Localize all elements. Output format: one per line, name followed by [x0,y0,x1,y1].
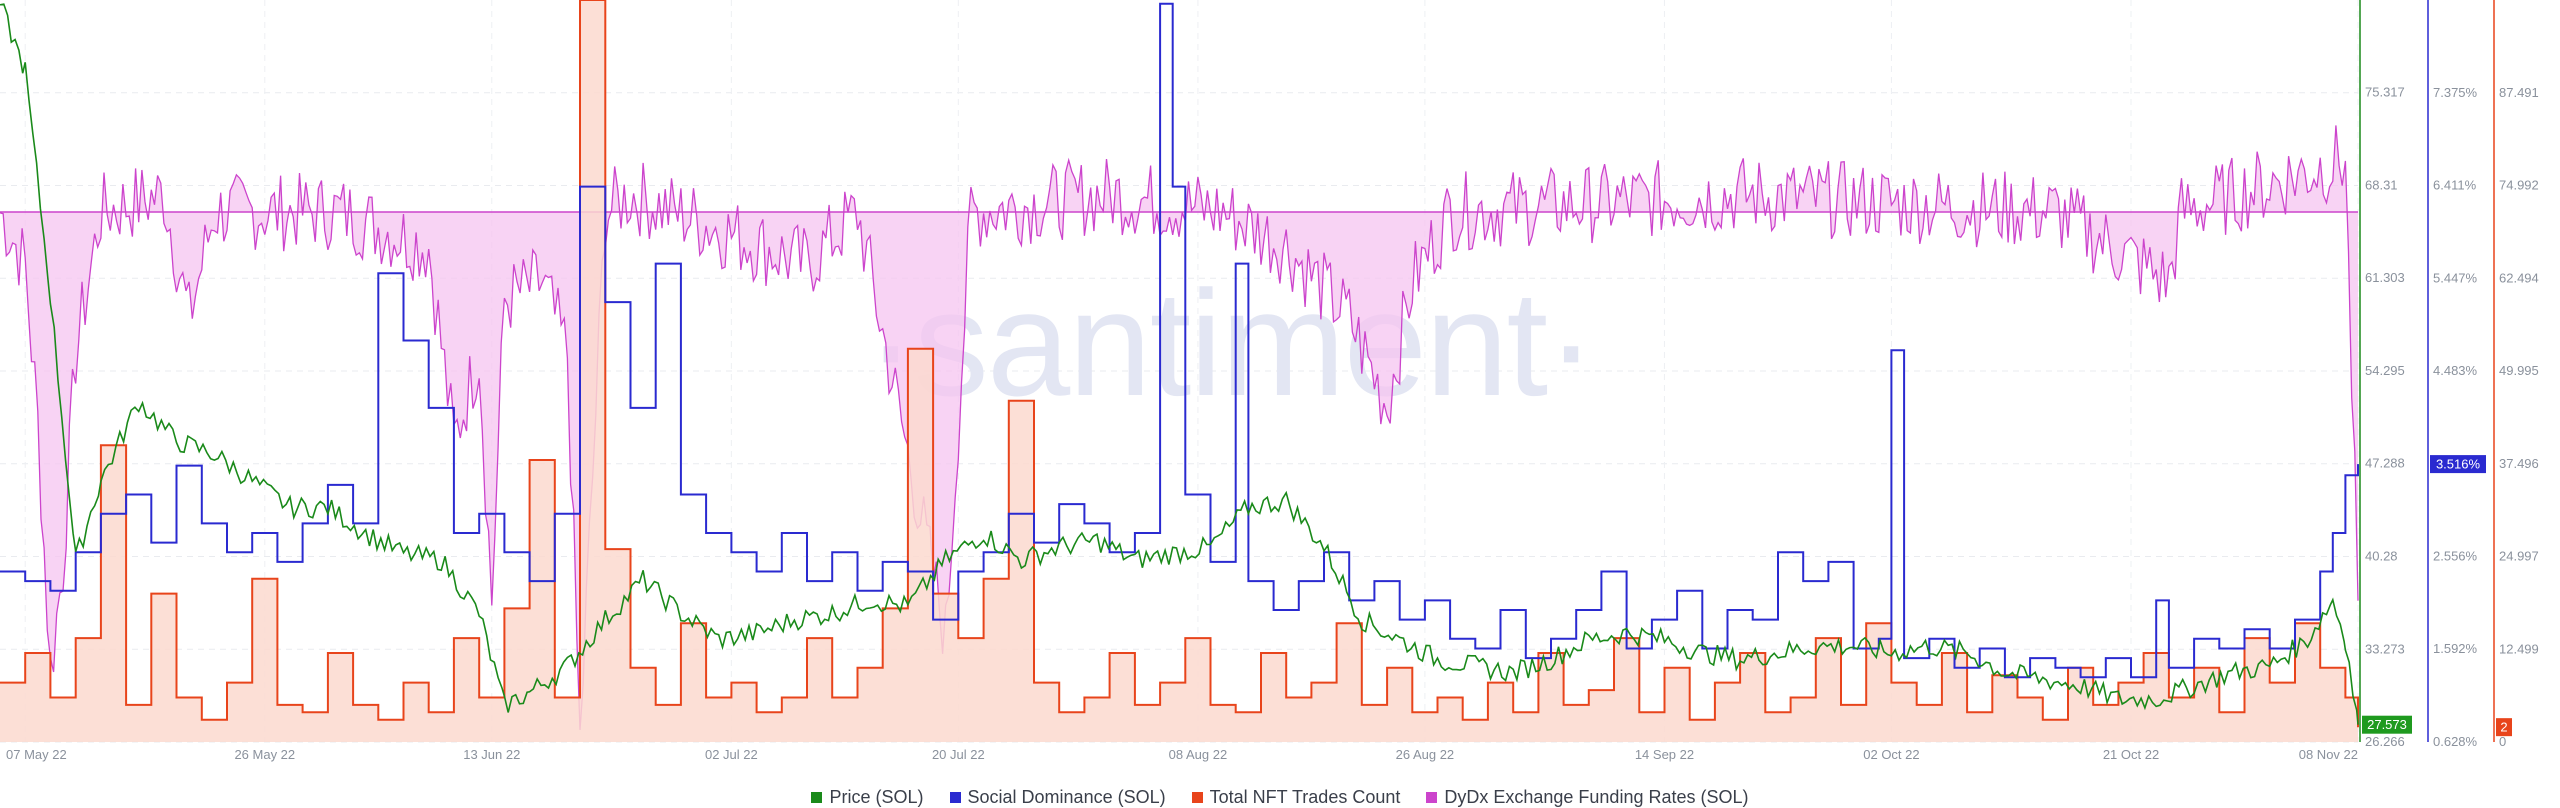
legend-item[interactable]: Price (SOL) [811,786,924,807]
nft-trades-area [0,0,2358,742]
x-tick-label: 07 May 22 [6,747,67,762]
x-axis: 07 May 22 26 May 22 13 Jun 22 02 Jul 22 20 J… [6,747,2358,762]
social-dominance-axis-tick-label: 6.411% [2433,178,2477,193]
legend-swatch [949,791,961,803]
social-dominance-axis-tick-label: 4.483% [2433,363,2478,378]
legend-label: Total NFT Trades Count [1209,786,1401,807]
x-tick-label: 02 Jul 22 [705,747,758,762]
price-axis-tick-label: 26.266 [2365,734,2405,749]
price-axis-tick-label: 54.295 [2365,363,2405,378]
funding-rate-area [0,125,2358,730]
price-axis-tick-label: 33.273 [2365,641,2405,656]
social-dominance-axis-tick-label: 1.592% [2433,641,2478,656]
x-tick-label: 26 Aug 22 [1396,747,1455,762]
price-current-badge: 27.573 [2367,717,2407,732]
legend-item[interactable]: Social Dominance (SOL) [949,786,1166,807]
legend-swatch [1191,791,1203,803]
legend-label: Price (SOL) [829,786,924,807]
social-dominance-current-badge-bg [2430,455,2486,474]
series-layer [0,0,2359,742]
nft-trades-axis-tick-label: 87.491 [2499,85,2539,100]
nft-trades-axis-tick-label: 12.499 [2499,641,2539,656]
legend-item[interactable]: DyDx Exchange Funding Rates (SOL) [1426,786,1749,807]
price-axis-tick-label: 40.28 [2365,549,2398,564]
watermark: ·santiment· [866,259,1594,427]
x-tick-label: 08 Aug 22 [1169,747,1228,762]
price-current-badge-bg [2362,715,2412,734]
price-axis-tick-label: 47.288 [2365,456,2405,471]
price-line [0,3,2359,725]
nft-trades-current-badge-bg [2496,718,2512,737]
x-tick-label: 08 Nov 22 [2299,747,2358,762]
nft-trades-axis-tick-label: 24.997 [2499,549,2539,564]
nft-trades-axis-tick-label: 62.494 [2499,270,2539,285]
legend-swatch [811,791,823,803]
nft-trades-axis-tick-label: 0 [2499,734,2506,749]
legend-swatch [1426,791,1438,803]
social-dominance-axis-tick-label: 0.628% [2433,734,2478,749]
nft-trades-axis-tick-label: 37.496 [2499,456,2539,471]
x-tick-label: 02 Oct 22 [1863,747,1919,762]
price-axis-tick-label: 68.31 [2365,177,2398,192]
social-dominance-line [0,2,2359,679]
legend: Price (SOL) Social Dominance (SOL) Total N… [0,787,2560,807]
price-axis-tick-label: 75.317 [2365,85,2405,100]
social-dominance-axis-tick-label: 5.447% [2433,270,2478,285]
legend-label: DyDx Exchange Funding Rates (SOL) [1444,786,1749,807]
price-axis-tick-label: 61.303 [2365,270,2405,285]
social-dominance-axis-tick-label: 2.556% [2433,548,2478,563]
x-tick-label: 20 Jul 22 [932,747,985,762]
nft-trades-axis-tick-label: 74.992 [2499,178,2539,193]
legend-item[interactable]: Total NFT Trades Count [1191,786,1401,807]
funding-rate-line [0,125,2359,730]
x-tick-label: 13 Jun 22 [463,747,520,762]
current-value-badges: 27.573 3.516% 2 [2362,455,2512,737]
nft-trades-current-badge: 2 [2500,720,2507,735]
x-tick-label: 14 Sep 22 [1635,747,1694,762]
x-tick-label: 26 May 22 [234,747,295,762]
axes-layer: 75.317 68.31 61.303 54.295 47.288 40.28 33.273… [2359,0,2539,749]
social-dominance-axis-tick-label: 7.375% [2433,85,2478,100]
legend-label: Social Dominance (SOL) [967,786,1166,807]
nft-trades-line [0,0,2359,728]
nft-trades-axis-tick-label: 49.995 [2499,363,2539,378]
social-dominance-current-badge: 3.516% [2436,457,2481,472]
x-tick-label: 21 Oct 22 [2103,747,2159,762]
